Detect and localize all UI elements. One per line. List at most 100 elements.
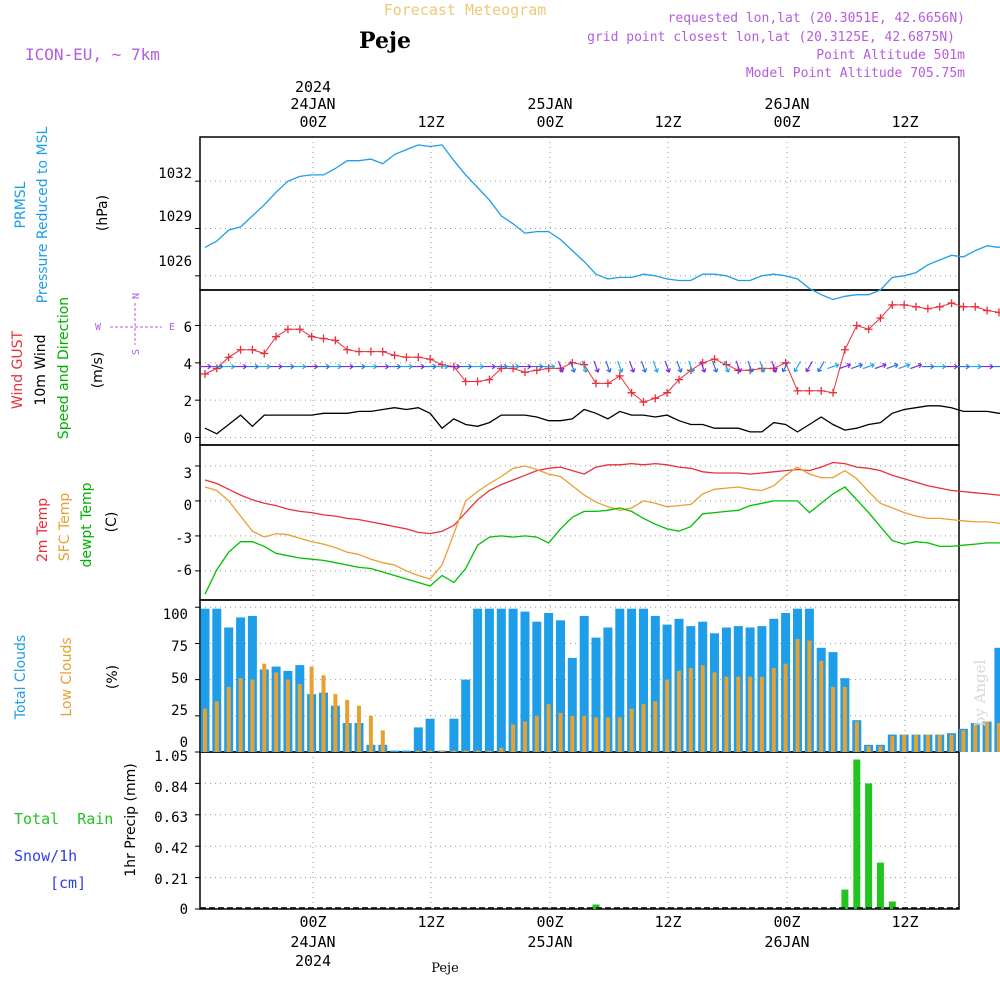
low-clouds-bar <box>842 686 847 752</box>
low-clouds-bar <box>297 684 302 752</box>
bottom-year-label: 2024 <box>295 952 331 970</box>
wind-direction-arrow <box>771 360 778 373</box>
temp-2m-label: 2m Temp <box>35 498 51 562</box>
low-clouds-bar <box>499 747 504 752</box>
low-clouds-bar <box>771 668 776 752</box>
low-clouds-bar <box>203 708 207 752</box>
wind-direction-arrow <box>850 362 863 370</box>
pressure-unit: (hPa) <box>95 195 111 231</box>
wind-direction-arrow <box>605 360 612 373</box>
wind-direction-arrow <box>376 363 390 370</box>
top-tick-label: 00Z <box>536 113 563 131</box>
gust-marker <box>473 377 482 386</box>
top-date-label: 24JAN <box>290 95 335 113</box>
low-clouds-bar <box>345 699 350 752</box>
low-clouds-bar <box>736 676 741 752</box>
wind-direction-arrow <box>981 363 994 370</box>
wind-direction-arrow <box>436 363 449 370</box>
low-clouds-bar <box>333 694 338 752</box>
gust-marker <box>935 302 944 311</box>
low-clouds-bar <box>665 679 670 752</box>
clouds-ytick: 0 <box>180 735 188 751</box>
bottom-tick-label: 00Z <box>299 913 326 931</box>
gust-marker <box>876 314 885 323</box>
bottom-date-label: 25JAN <box>527 933 572 951</box>
wind-gust-label: Wind GUST <box>10 330 26 409</box>
data-layer <box>199 144 1000 909</box>
wind-direction-arrow <box>910 362 923 370</box>
point-altitude: Point Altitude 501m <box>816 48 965 63</box>
gust-marker <box>947 299 956 308</box>
gust-marker <box>390 351 399 360</box>
wind-direction-arrow <box>258 363 271 370</box>
bottom-tick-label: 12Z <box>891 913 918 931</box>
low-clouds-bar <box>594 717 598 752</box>
wind-direction-arrow <box>507 363 520 370</box>
temp-ytick: 0 <box>184 498 192 514</box>
top-tick-label: 00Z <box>299 113 326 131</box>
wind-direction-arrow <box>839 362 852 370</box>
gust-marker <box>971 302 980 311</box>
gust-marker <box>793 386 802 395</box>
gust-marker <box>307 332 316 341</box>
low-clouds-bar <box>854 721 859 752</box>
bottom-tick-label: 00Z <box>773 913 800 931</box>
wind-direction-arrow <box>581 360 588 373</box>
wind-direction-arrow <box>400 363 413 370</box>
wind-direction-arrow <box>424 363 437 370</box>
temp-ytick: -3 <box>175 531 192 547</box>
wind-direction-arrow <box>805 361 813 373</box>
wind-direction-arrow <box>759 360 766 373</box>
total-clouds-bar <box>520 611 530 752</box>
gust-marker <box>852 321 861 330</box>
low-clouds-bar <box>629 708 634 752</box>
gust-marker <box>414 353 423 362</box>
bottom-date-label: 26JAN <box>764 933 809 951</box>
panel-frame <box>199 136 960 291</box>
wind-10m-label: 10m Wind <box>33 334 49 405</box>
wind-direction-arrow <box>495 363 508 370</box>
total-clouds-bar <box>390 750 400 752</box>
low-clouds-bar <box>487 750 492 752</box>
precip-ytick: 0.42 <box>154 841 188 857</box>
footer-location: Peje <box>431 961 459 976</box>
low-clouds-bar <box>226 686 231 752</box>
gust-marker <box>461 377 470 386</box>
gust-marker <box>959 302 968 311</box>
temp-sfc-label: SFC Temp <box>57 493 73 562</box>
low-clouds-bar <box>416 750 421 752</box>
pressure-label-prmsl: PRMSL <box>13 181 29 228</box>
precip-ytick: 0 <box>180 902 188 918</box>
rain-bar <box>865 783 873 909</box>
gust-marker <box>840 345 849 354</box>
wind-direction-arrow <box>723 360 731 373</box>
gust-marker <box>923 304 932 313</box>
wind-direction-arrow <box>992 365 1000 368</box>
pressure-ytick: 1029 <box>158 209 192 225</box>
low-clouds-bar <box>523 721 527 752</box>
wind-direction-arrow <box>412 363 425 370</box>
gust-marker <box>331 336 340 345</box>
gust-marker <box>651 394 660 403</box>
wind-direction-arrow <box>688 360 695 373</box>
wind-ytick: 6 <box>184 320 192 336</box>
rain-bar <box>853 759 861 909</box>
wind-direction-arrow <box>874 362 887 370</box>
top-tick-label: 12Z <box>654 113 681 131</box>
wind-ytick: 4 <box>184 357 192 373</box>
panel-frame <box>199 751 960 910</box>
wind-direction-arrow <box>388 363 401 370</box>
temp-dewpt-series-line <box>204 486 1000 595</box>
pressure-series-line <box>204 144 1000 301</box>
low-clouds-bar <box>677 670 681 752</box>
total-clouds-bar <box>567 657 577 752</box>
low-clouds-bar <box>250 679 255 752</box>
snow-label: Snow/1h <box>14 847 77 865</box>
gust-marker <box>402 353 411 362</box>
gust-marker <box>485 375 494 384</box>
low-clouds-bar <box>890 736 895 752</box>
wind-direction-arrow <box>945 363 958 370</box>
low-clouds-bar <box>878 746 883 752</box>
wind-direction-label: Speed and Direction <box>56 297 72 439</box>
